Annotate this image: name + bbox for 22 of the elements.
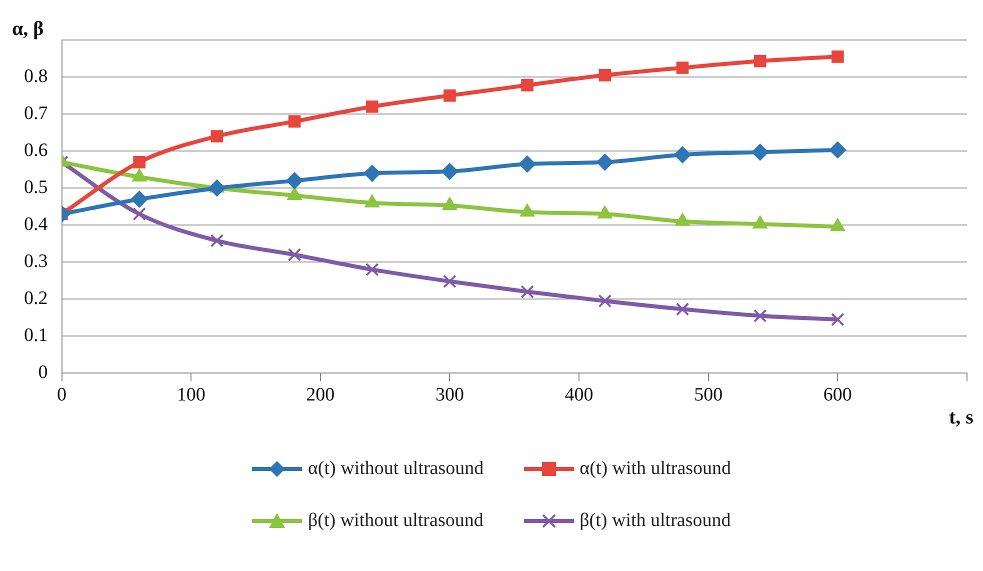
x-tick-label: 400 (564, 384, 594, 406)
y-tick-label: 0.2 (24, 288, 48, 310)
y-tick-label: 0.5 (24, 177, 48, 198)
legend-label: α(t) without ultrasound (308, 458, 484, 480)
y-axis-title: α, β (12, 18, 44, 40)
y-tick-label: 0.1 (24, 325, 48, 346)
y-tick-label: 0.8 (24, 66, 48, 88)
legend-label: α(t) with ultrasound (580, 458, 732, 480)
x-tick-label: 300 (435, 384, 464, 406)
x-tick-label: 200 (306, 384, 335, 406)
legend-label: β(t) with ultrasound (580, 510, 731, 532)
legend-label: β(t) without ultrasound (308, 510, 484, 532)
x-tick-label: 0 (57, 384, 66, 406)
x-tick-label: 500 (694, 384, 723, 406)
y-tick-label: 0.4 (24, 214, 48, 236)
x-tick-label: 100 (176, 384, 206, 406)
y-tick-label: 0 (38, 362, 48, 384)
x-axis-title: t, s (949, 406, 974, 428)
y-tick-label: 0.7 (24, 103, 48, 124)
y-tick-label: 0.6 (24, 140, 48, 162)
x-tick-label: 600 (823, 384, 852, 406)
y-tick-label: 0.3 (24, 251, 48, 272)
